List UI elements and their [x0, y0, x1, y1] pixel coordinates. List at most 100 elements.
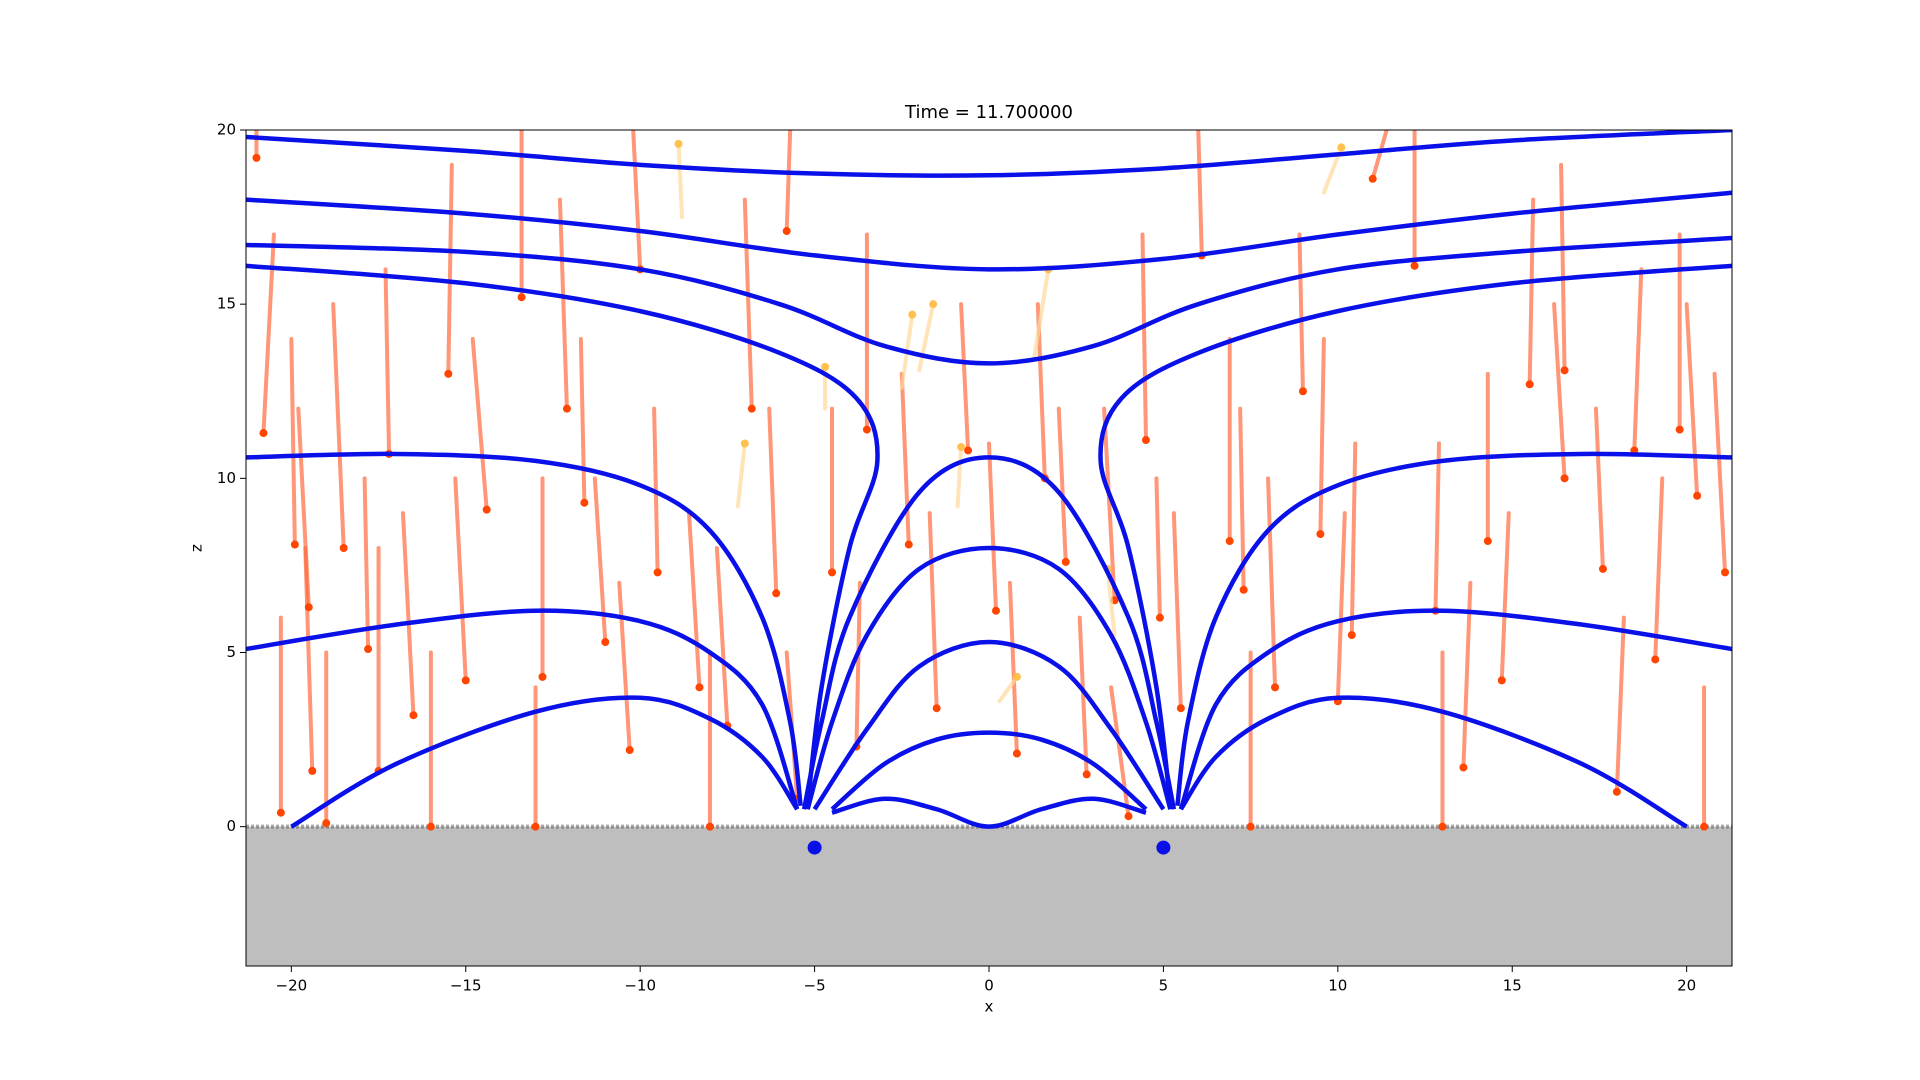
x-tick-label: −10	[624, 977, 656, 995]
particle-trail	[1154, 476, 1162, 620]
particle-trail	[1632, 267, 1644, 453]
particle	[1368, 174, 1377, 183]
particle	[1225, 537, 1234, 546]
field-line	[246, 608, 800, 810]
particle	[1316, 530, 1325, 539]
particle	[1410, 261, 1419, 270]
particle	[908, 310, 917, 319]
field-line	[246, 235, 1732, 366]
particle	[1560, 366, 1569, 375]
particle	[1438, 822, 1447, 831]
field-line	[246, 130, 1732, 178]
particle	[1061, 557, 1070, 566]
particle	[1337, 143, 1346, 152]
particle	[653, 568, 662, 577]
particle-trail	[362, 476, 371, 652]
particle	[821, 362, 830, 371]
particle	[444, 369, 453, 378]
particle	[409, 711, 418, 720]
plot-area	[246, 130, 1732, 966]
field-line	[1178, 608, 1732, 810]
particle-trail	[470, 337, 489, 512]
particle-trail	[987, 441, 998, 613]
particle	[1598, 564, 1607, 573]
particle-trail	[1109, 685, 1131, 819]
particle-trail	[714, 546, 730, 728]
particle-trail	[1297, 232, 1305, 394]
particle-trail	[1433, 441, 1441, 613]
particle	[1124, 812, 1133, 821]
particle	[482, 505, 491, 514]
particle	[1141, 436, 1150, 445]
particle	[1721, 568, 1730, 577]
particle	[252, 153, 261, 162]
ground	[246, 826, 1732, 966]
particle	[1246, 822, 1255, 831]
x-tick-label: 10	[1328, 977, 1347, 995]
y-axis-label: z	[188, 544, 206, 552]
y-tick-label: 5	[226, 643, 236, 661]
particle-trail	[767, 406, 779, 596]
particle	[290, 540, 299, 549]
particle-trail	[557, 197, 569, 411]
particle	[1612, 787, 1621, 796]
particle-trail	[453, 476, 468, 683]
y-tick-label: 20	[217, 121, 236, 139]
field-line	[1178, 695, 1688, 829]
field-line	[1175, 451, 1732, 807]
field-line	[1098, 263, 1732, 807]
x-tick-label: 15	[1503, 977, 1522, 995]
particle-trail	[331, 302, 346, 550]
particle-trail	[1684, 302, 1700, 498]
particle	[531, 822, 540, 831]
particle-trail	[1712, 371, 1728, 575]
particle-trail	[899, 371, 911, 547]
particle-trail	[1266, 476, 1278, 690]
field-line	[830, 730, 1148, 811]
particle	[1176, 704, 1185, 713]
particle-trail	[261, 232, 276, 436]
particle	[517, 293, 526, 302]
particle	[705, 822, 714, 831]
particle-trail	[1653, 476, 1665, 662]
particle	[695, 683, 704, 692]
particle-trail	[1499, 511, 1511, 683]
particle	[1459, 763, 1468, 772]
y-tick-label: 10	[217, 469, 236, 487]
particle-trail	[1077, 615, 1089, 777]
particle-trail	[1105, 566, 1117, 638]
particle	[904, 540, 913, 549]
particle-trail	[1559, 162, 1567, 373]
particle-trail	[592, 476, 608, 645]
particle-trail	[1335, 511, 1347, 704]
particle-trail	[735, 441, 747, 509]
chart-title: Time = 11.700000	[904, 102, 1073, 123]
source	[807, 840, 822, 855]
x-tick-label: 0	[984, 977, 994, 995]
particle-trail	[1349, 441, 1358, 638]
particle	[747, 404, 756, 413]
particle	[304, 603, 313, 612]
particle-trail	[617, 580, 632, 753]
particle-trail	[578, 337, 587, 505]
field-line	[805, 545, 1173, 810]
particle-trail	[955, 444, 964, 509]
field-line	[831, 796, 1147, 829]
x-tick-label: 20	[1677, 977, 1696, 995]
x-tick-label: −15	[450, 977, 482, 995]
particle	[782, 227, 791, 236]
particle	[625, 746, 634, 755]
particle-trail	[400, 511, 416, 718]
particle-trail	[1032, 267, 1051, 359]
particle-trail	[1102, 406, 1117, 603]
particle	[426, 822, 435, 831]
particle-trail	[1593, 406, 1605, 571]
field-line	[246, 451, 803, 807]
particle	[601, 638, 610, 647]
particle-trail	[446, 162, 454, 376]
particle	[1347, 631, 1356, 640]
particle	[1525, 380, 1534, 389]
particle-trail	[1318, 337, 1326, 537]
particle	[828, 568, 837, 577]
particle	[1239, 585, 1248, 594]
